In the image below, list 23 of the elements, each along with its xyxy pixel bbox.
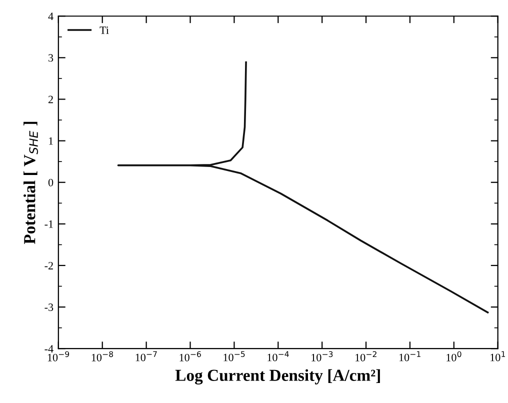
y-tick-label: -3: [44, 304, 54, 311]
x-tick-label: 10$^{−3}$: [312, 351, 333, 362]
x-tick-label: 10$^{0}$: [446, 351, 462, 362]
x-tick-label: 10$^{−6}$: [180, 351, 201, 362]
legend-label: Ti: [100, 26, 109, 34]
y-tick-label: 1: [48, 137, 53, 145]
x-tick-label: 10$^{−8}$: [92, 351, 114, 362]
x-axis-title: Log Current Density [A/cm²]: [175, 369, 380, 384]
x-tick-label: 10$^{−7}$: [136, 351, 157, 362]
y-tick-label: 3: [48, 54, 54, 62]
y-tick-label: -1: [44, 220, 53, 228]
y-tick-label: -4: [44, 345, 54, 352]
y-tick-label: 4: [48, 12, 54, 20]
y-tick-label: 0: [48, 178, 54, 186]
x-tick-label: 10$^{−9}$: [48, 351, 70, 362]
y-tick-label: -2: [44, 262, 53, 270]
x-tick-label: 10$^{−5}$: [224, 351, 245, 362]
y-axis-title: Potential [ V$_{SHE}$ ]: [24, 122, 38, 244]
y-tick-label: 2: [48, 96, 53, 104]
x-tick-label: 10$^{1}$: [490, 351, 506, 362]
x-tick-label: 10$^{−2}$: [355, 351, 376, 362]
x-tick-label: 10$^{−4}$: [268, 351, 289, 362]
x-tick-label: 10$^{−1}$: [399, 351, 420, 362]
